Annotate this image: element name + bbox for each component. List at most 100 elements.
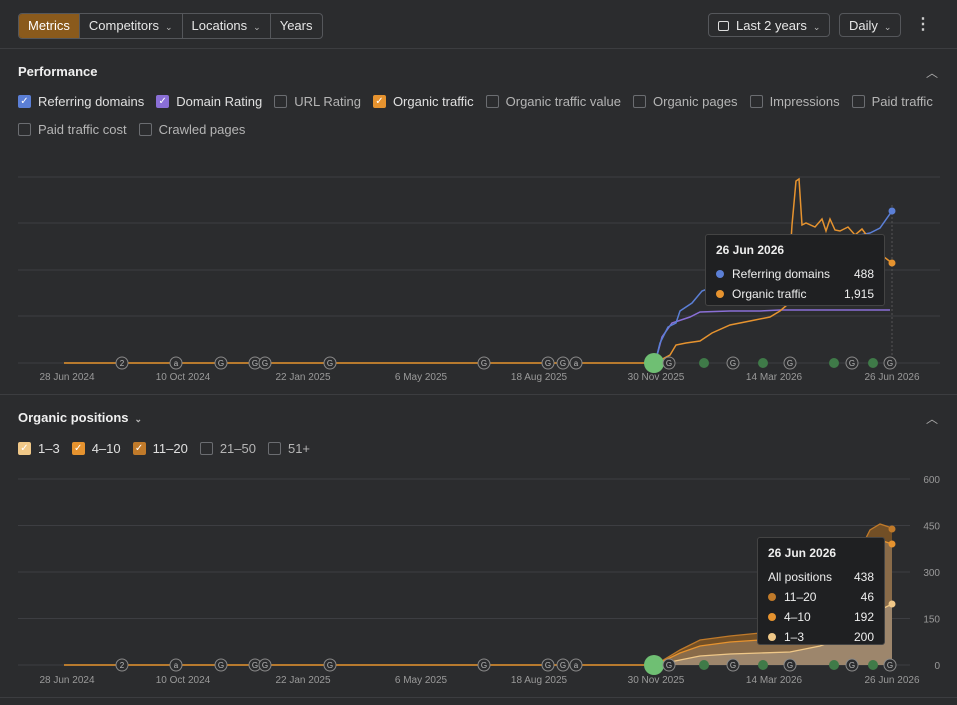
tab-years[interactable]: Years xyxy=(271,14,322,38)
annotation-marker xyxy=(569,658,583,672)
organic-positions-title[interactable]: Organic positions ⌄ xyxy=(18,410,142,425)
legend-dot-icon xyxy=(768,593,776,601)
x-tick-label: 30 Nov 2025 xyxy=(628,372,685,383)
annotation-marker xyxy=(883,658,897,672)
y-tick-label: 150 xyxy=(923,615,940,626)
y-tick-label: 300 xyxy=(923,568,940,579)
checkbox-empty-icon xyxy=(18,123,31,136)
annotation-marker-label: G xyxy=(730,661,736,670)
event-dot xyxy=(829,358,839,368)
annotation-marker-label: 2 xyxy=(120,661,125,670)
x-tick-label: 28 Jun 2024 xyxy=(39,675,94,686)
checkbox-organic-traffic[interactable]: ✓ Organic traffic xyxy=(372,94,474,109)
x-tick-label: 26 Jun 2026 xyxy=(864,372,919,383)
annotation-marker xyxy=(556,356,570,370)
annotation-marker-label: G xyxy=(327,359,333,368)
tooltip-value: 192 xyxy=(853,610,874,624)
annotation-marker-label: G xyxy=(560,661,566,670)
x-tick-label: 28 Jun 2024 xyxy=(39,372,94,383)
checkbox-paid-traffic-cost[interactable]: Paid traffic cost xyxy=(18,122,127,137)
collapse-performance-icon[interactable]: ︿ xyxy=(926,66,939,80)
checkbox-51-[interactable]: 51+ xyxy=(267,441,310,456)
checkbox-checked-icon: ✓ xyxy=(132,442,146,455)
checkbox-label: Organic traffic xyxy=(392,94,474,109)
tab-locations[interactable]: Locations ⌄ xyxy=(183,14,271,38)
annotation-marker xyxy=(477,658,491,672)
toolbar: Metrics Competitors ⌄ Locations ⌄ Years La… xyxy=(0,0,957,49)
event-dot xyxy=(699,660,709,670)
y-tick-label: 600 xyxy=(923,475,940,486)
checkbox-organic-pages[interactable]: Organic pages xyxy=(633,94,738,109)
tab-competitors[interactable]: Competitors ⌄ xyxy=(80,14,183,38)
checkbox-label: Paid traffic cost xyxy=(38,122,127,137)
date-range-button[interactable]: Last 2 years ⌄ xyxy=(708,13,831,37)
checkbox-4-10[interactable]: ✓ 4–10 xyxy=(71,441,121,456)
x-tick-label: 22 Jan 2025 xyxy=(275,372,330,383)
annotation-marker-label: G xyxy=(730,359,736,368)
checkbox-empty-icon xyxy=(851,95,865,108)
chevron-down-icon: ⌄ xyxy=(883,22,892,32)
x-tick-label: 30 Nov 2025 xyxy=(628,675,685,686)
event-dot xyxy=(758,358,768,368)
performance-metrics-row-2: Paid traffic cost Crawled pages xyxy=(18,122,257,137)
tab-years-label: Years xyxy=(279,18,313,33)
annotation-marker xyxy=(883,356,897,370)
checkbox-checked-icon: ✓ xyxy=(156,95,170,108)
tooltip-label: Referring domains xyxy=(732,267,831,281)
tooltip-value: 46 xyxy=(860,590,874,604)
chevron-down-icon: ⌄ xyxy=(812,22,821,32)
checkbox-url-rating[interactable]: URL Rating xyxy=(274,94,361,109)
checkbox-organic-traffic-value[interactable]: Organic traffic value xyxy=(485,94,621,109)
legend-dot-icon xyxy=(716,270,724,278)
position-ranges-row: ✓ 1–3 ✓ 4–10 ✓ 11–20 21–50 51+ xyxy=(18,441,322,456)
tooltip-row: Organic traffic 1,915 xyxy=(716,284,874,304)
checkbox-21-50[interactable]: 21–50 xyxy=(199,441,256,456)
tab-locations-label: Locations xyxy=(191,18,248,33)
checkbox-empty-icon xyxy=(199,442,213,455)
chevron-down-icon: ⌄ xyxy=(253,22,261,32)
tooltip-value: 1,915 xyxy=(843,287,874,301)
checkbox-paid-traffic[interactable]: Paid traffic xyxy=(851,94,933,109)
annotation-marker xyxy=(569,356,583,370)
series-organic-traffic xyxy=(654,177,893,364)
annotation-marker xyxy=(258,356,272,370)
checkbox-1-3[interactable]: ✓ 1–3 xyxy=(18,441,60,456)
checkbox-crawled-pages[interactable]: Crawled pages xyxy=(138,122,245,137)
checkbox-impressions[interactable]: Impressions xyxy=(749,94,840,109)
granularity-button[interactable]: Daily ⌄ xyxy=(839,13,902,37)
annotation-marker-label: G xyxy=(545,661,551,670)
annotation-marker-label: G xyxy=(787,661,793,670)
tooltip-row: Referring domains 488 xyxy=(716,264,874,284)
annotation-marker-label: G xyxy=(252,359,258,368)
x-tick-label: 10 Oct 2024 xyxy=(156,675,211,686)
tooltip-label: Organic traffic xyxy=(732,287,807,301)
annotation-marker xyxy=(541,658,555,672)
point-11-20 xyxy=(888,525,896,533)
annotation-marker-label: G xyxy=(887,359,893,368)
tooltip-label: All positions xyxy=(768,570,833,584)
legend-dot-icon xyxy=(716,290,724,298)
checkbox-label: 11–20 xyxy=(152,441,188,456)
annotation-marker xyxy=(726,356,740,370)
point-4-10 xyxy=(888,540,896,548)
checkbox-empty-icon xyxy=(485,95,499,108)
checkbox-referring-domains[interactable]: ✓ Referring domains xyxy=(18,94,144,109)
annotation-marker xyxy=(845,356,859,370)
checkbox-empty-icon xyxy=(749,95,763,108)
checkbox-label: 4–10 xyxy=(91,441,121,456)
section-divider xyxy=(0,394,957,395)
checkbox-domain-rating[interactable]: ✓ Domain Rating xyxy=(156,94,262,109)
checkbox-11-20[interactable]: ✓ 11–20 xyxy=(132,441,188,456)
checkbox-label: Referring domains xyxy=(38,94,145,109)
checkbox-label: Impressions xyxy=(769,94,840,109)
annotation-marker-label: G xyxy=(481,359,487,368)
x-tick-label: 18 Aug 2025 xyxy=(511,372,568,383)
annotation-marker xyxy=(783,658,797,672)
checkbox-checked-icon: ✓ xyxy=(372,95,386,108)
tab-metrics[interactable]: Metrics xyxy=(19,14,80,38)
x-tick-label: 6 May 2025 xyxy=(395,372,448,383)
collapse-positions-icon[interactable]: ︿ xyxy=(926,412,939,426)
annotation-marker-label: G xyxy=(849,359,855,368)
organic-positions-label: Organic positions xyxy=(18,410,129,425)
kebab-menu-icon[interactable]: ⋮ xyxy=(915,16,931,33)
